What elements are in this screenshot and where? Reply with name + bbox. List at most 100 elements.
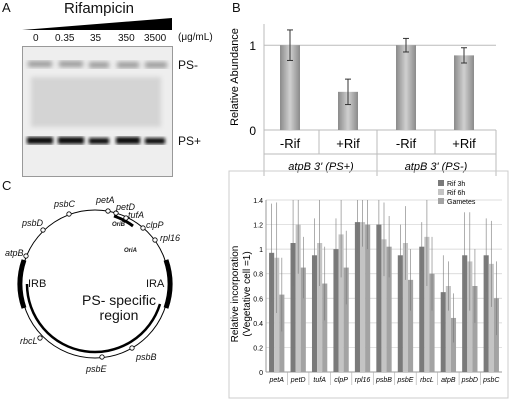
x-tick-label: psbE [396,377,413,384]
bar [274,257,280,372]
y-tick-label: 1 [249,39,256,53]
gradient-wedge [22,18,172,30]
gene-label: atpB [5,248,24,258]
panel-a-letter: A [2,0,11,15]
bar [424,236,430,372]
gel-image [22,46,173,177]
legend-label: Rif 6h [447,190,465,197]
bar [269,252,275,372]
y-tick-label: 0.8 [253,272,263,279]
bar [338,91,358,130]
abundance-chart: 0 1 Relative Abundance -Rif +Rif -Rif +Rif atpB… [229,24,497,176]
y-tick-label: 1.2 [253,223,263,230]
bar-category-label: +Rif [336,136,360,151]
bar [483,255,489,372]
bar [338,234,344,372]
band-label-ps-plus: PS+ [178,134,202,148]
conc-label: 3500 [144,33,167,44]
incorporation-chart: 0 0.2 0.4 0.6 0.8 1 1.2 1.4 Relative incorporati… [228,170,509,399]
bar [359,222,366,372]
band-label-ps-minus: PS- [178,58,199,72]
bar [408,279,414,372]
y-tick-label: 0 [249,124,256,138]
x-tick-label: psbC [482,377,500,384]
gene-label: clpP [146,220,164,230]
ir-b-arc [17,259,27,309]
y-axis-label: Relative Abundance [229,28,241,126]
bar [365,224,371,372]
legend-label: Rif 3h [447,181,465,188]
bar [397,255,403,372]
y-tick-label: 1.4 [253,198,263,205]
gene-label: rbcL [20,336,38,346]
bar [295,224,301,372]
conc-label: 35 [90,33,102,44]
ori-label: OriB [112,222,126,228]
bar [440,292,446,372]
bar [317,243,323,372]
legend-swatch [438,189,444,195]
ps-minus-region-arc [25,283,162,354]
chloroplast-genome-map: psbC petA petD tufA clpP rpl16 psbD atpB… [5,195,180,374]
x-tick-label: clpP [334,377,348,384]
bar-category-label: -Rif [396,136,417,151]
bar [290,243,296,372]
bar [322,283,328,372]
x-tick-label: rpl16 [355,377,371,384]
group-label: atpB 3' (PS+) [288,161,354,173]
x-tick-label: petA [269,377,285,384]
bar [488,263,494,372]
x-tick-label: petD [290,377,306,384]
x-tick-label: tufA [313,377,326,384]
bar [279,294,285,372]
x-tick-label: psbB [375,377,392,384]
y-tick-label: 0.2 [253,345,263,352]
legend-label: Gametes [447,199,476,206]
chart-frame [228,170,509,399]
bar [311,255,318,372]
bar [381,239,387,372]
conc-label: 0 [33,33,39,44]
ir-label: IRA [146,278,165,290]
gene-label: petD [115,202,136,212]
bar [300,267,306,372]
gene-label: petA [95,195,115,205]
ori-label: OriA [124,248,137,254]
legend-swatch [438,180,444,186]
y-axis-label: (Vegetative cell =1) [242,251,253,336]
bar-category-label: +Rif [452,136,476,151]
bar [472,286,478,372]
gene-label: rpl16 [160,233,180,243]
bar [462,255,468,372]
ir-a-arc [163,259,173,309]
bar [419,246,425,372]
conc-label: 0.35 [55,33,75,44]
y-tick-label: 0 [259,370,263,377]
x-tick-label: rbcL [420,377,434,384]
gene-label: psbD [21,218,44,228]
gene-label: tufA [128,210,144,220]
rifampicin-title: Rifampicin [64,0,135,17]
bar-category-label: -Rif [280,136,301,151]
y-tick-label: 0.4 [253,321,263,328]
bar [402,243,409,372]
x-tick-label: psbD [461,377,478,384]
panel-b-letter: B [232,0,241,15]
panel-c-letter: C [2,178,12,193]
gene-label: psbE [85,364,108,374]
y-tick-label: 1 [259,247,263,254]
unit-label: (μg/mL) [178,32,213,43]
ir-label: IRB [28,278,46,290]
gene-label: psbC [53,199,76,209]
ori-arc [113,214,134,228]
y-tick-label: 0.6 [253,296,263,303]
conc-label: 350 [118,33,135,44]
bar [376,224,382,372]
bar [343,267,349,372]
legend-swatch [438,198,444,204]
bar [445,286,451,372]
bar [280,45,300,131]
y-axis-label: Relative incorporation [230,246,241,343]
bar [396,45,416,131]
bar [467,261,473,372]
